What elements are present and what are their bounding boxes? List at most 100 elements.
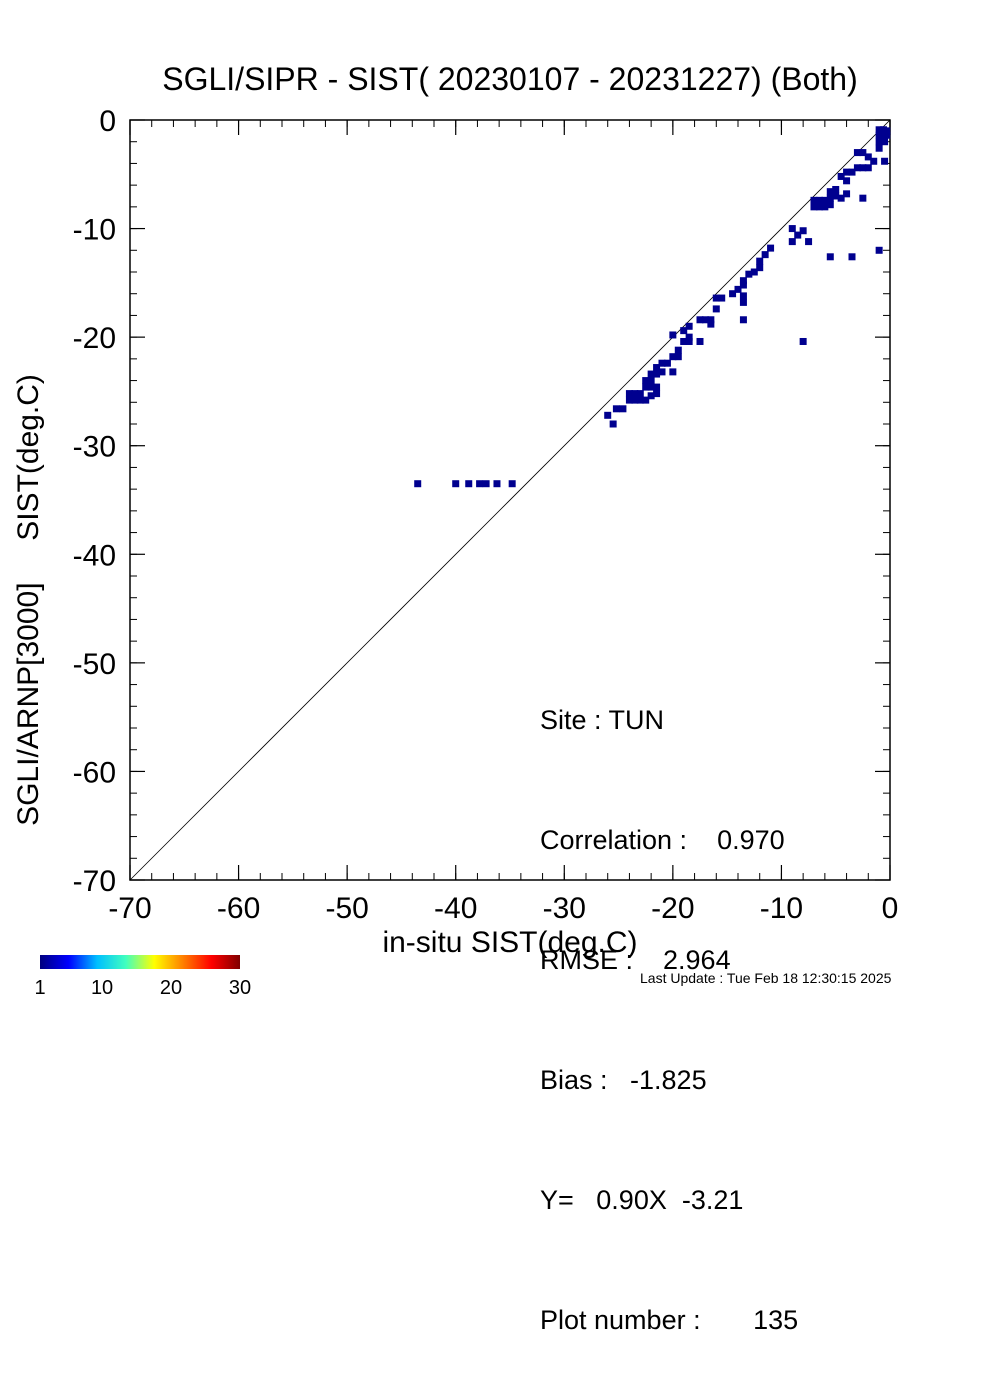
data-point xyxy=(452,480,460,488)
data-point xyxy=(663,359,671,367)
x-axis-label: in-situ SIST(deg.C) xyxy=(382,926,637,959)
data-point xyxy=(669,331,677,339)
x-tick-label: -60 xyxy=(217,892,260,925)
data-point xyxy=(685,337,693,345)
data-point xyxy=(826,201,834,209)
data-point xyxy=(685,333,693,341)
data-point xyxy=(625,396,633,404)
data-point xyxy=(696,316,704,324)
x-axis-ticks: -70 -60 -50 -40 -30 -20 -10 0 xyxy=(108,120,898,925)
data-point xyxy=(843,177,851,185)
y-tick-label: -40 xyxy=(73,539,116,572)
data-point xyxy=(745,270,753,278)
data-point xyxy=(476,480,484,488)
data-point xyxy=(653,390,661,398)
data-point xyxy=(680,327,688,335)
data-point xyxy=(875,144,883,152)
data-point xyxy=(875,138,883,146)
data-point xyxy=(482,480,490,488)
y-tick-label: -10 xyxy=(73,214,116,247)
y-axis-ticks: -70 -60 -50 -40 -30 -20 -10 0 xyxy=(73,105,890,898)
data-point xyxy=(756,257,764,265)
data-point xyxy=(696,337,704,345)
data-point xyxy=(875,246,883,254)
data-point xyxy=(826,188,834,196)
colorbar-ticks: 1 10 20 30 xyxy=(34,977,251,999)
data-point xyxy=(642,377,650,385)
colorbar-tick-label: 10 xyxy=(91,977,113,999)
regression-label: Y= 0.90X -3.21 xyxy=(540,1185,744,1215)
data-point xyxy=(821,203,829,211)
data-point xyxy=(848,253,856,261)
data-point xyxy=(604,411,612,419)
one-to-one-line xyxy=(129,119,891,881)
data-point xyxy=(837,172,845,180)
data-point xyxy=(653,370,661,378)
y-tick-label: -20 xyxy=(73,322,116,355)
data-point xyxy=(642,383,650,391)
data-point xyxy=(859,164,867,172)
data-point xyxy=(669,368,677,376)
colorbar-tick-label: 1 xyxy=(34,977,45,999)
bias-label: Bias : -1.825 xyxy=(540,1065,707,1095)
data-point xyxy=(707,320,715,328)
data-point xyxy=(848,168,856,176)
data-point xyxy=(853,164,861,172)
data-point xyxy=(815,196,823,204)
data-point xyxy=(739,277,747,285)
statistics-panel: Site : TUN Correlation : 0.970 RMSE : 2.… xyxy=(540,620,798,1380)
data-point xyxy=(734,285,742,293)
correlation-label: Correlation : 0.970 xyxy=(540,825,785,855)
data-point xyxy=(832,185,840,193)
x-tick-label: -70 xyxy=(108,892,151,925)
x-tick-label: 0 xyxy=(882,892,899,925)
data-point xyxy=(669,353,677,361)
data-point xyxy=(864,153,872,161)
x-tick-label: -40 xyxy=(434,892,477,925)
data-point xyxy=(739,298,747,306)
plot-number-label: Plot number : 135 xyxy=(540,1305,799,1335)
data-point xyxy=(881,157,889,165)
data-point xyxy=(810,203,818,211)
data-point xyxy=(794,231,802,239)
data-point xyxy=(875,131,883,139)
data-point xyxy=(636,396,644,404)
data-point xyxy=(821,196,829,204)
last-update-label: Last Update : Tue Feb 18 12:30:15 2025 xyxy=(640,970,892,986)
y-tick-label: -60 xyxy=(73,756,116,789)
y-tick-label: -30 xyxy=(73,431,116,464)
data-point xyxy=(788,225,796,233)
x-tick-label: -30 xyxy=(543,892,586,925)
data-point xyxy=(631,396,639,404)
data-point xyxy=(658,359,666,367)
data-point xyxy=(653,364,661,372)
data-point xyxy=(883,131,891,139)
data-point xyxy=(718,294,726,302)
data-point xyxy=(609,420,617,428)
data-point xyxy=(805,238,813,246)
x-tick-label: -50 xyxy=(325,892,368,925)
data-point xyxy=(701,316,709,324)
data-point xyxy=(612,405,620,413)
data-point xyxy=(653,383,661,391)
y-tick-label: -50 xyxy=(73,648,116,681)
data-point xyxy=(739,316,747,324)
data-point xyxy=(658,368,666,376)
x-tick-label: -10 xyxy=(760,892,803,925)
data-point xyxy=(739,292,747,300)
data-point xyxy=(837,194,845,202)
data-point xyxy=(712,294,720,302)
site-label: Site : TUN xyxy=(540,705,665,735)
data-point xyxy=(853,149,861,157)
data-point xyxy=(761,251,769,259)
data-point xyxy=(875,126,883,134)
data-point xyxy=(647,383,655,391)
data-point xyxy=(881,138,889,146)
data-point xyxy=(625,390,633,398)
data-point xyxy=(870,157,878,165)
scatter-chart: SGLI/SIPR - SIST( 20230107 - 20231227) (… xyxy=(12,61,898,999)
data-point xyxy=(788,238,796,246)
data-point xyxy=(647,392,655,400)
data-point xyxy=(493,480,501,488)
data-point xyxy=(799,337,807,345)
